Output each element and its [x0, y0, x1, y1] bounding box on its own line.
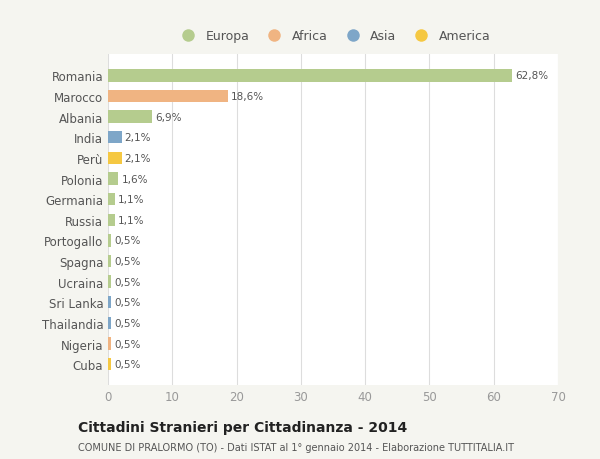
- Text: 0,5%: 0,5%: [115, 339, 141, 349]
- Text: 0,5%: 0,5%: [115, 359, 141, 369]
- Bar: [108, 132, 121, 144]
- Text: Cittadini Stranieri per Cittadinanza - 2014: Cittadini Stranieri per Cittadinanza - 2…: [78, 420, 407, 434]
- Legend: Europa, Africa, Asia, America: Europa, Africa, Asia, America: [170, 25, 496, 48]
- Bar: [108, 70, 512, 83]
- Bar: [108, 111, 152, 123]
- Text: 1,1%: 1,1%: [118, 215, 145, 225]
- Text: 18,6%: 18,6%: [231, 92, 264, 102]
- Bar: [108, 276, 111, 288]
- Text: 62,8%: 62,8%: [515, 71, 548, 81]
- Bar: [108, 235, 111, 247]
- Bar: [108, 317, 111, 330]
- Bar: [108, 297, 111, 309]
- Text: 1,6%: 1,6%: [121, 174, 148, 184]
- Text: 2,1%: 2,1%: [125, 154, 151, 163]
- Text: 0,5%: 0,5%: [115, 318, 141, 328]
- Text: COMUNE DI PRALORMO (TO) - Dati ISTAT al 1° gennaio 2014 - Elaborazione TUTTITALI: COMUNE DI PRALORMO (TO) - Dati ISTAT al …: [78, 442, 514, 452]
- Text: 0,5%: 0,5%: [115, 277, 141, 287]
- Text: 1,1%: 1,1%: [118, 195, 145, 205]
- Text: 0,5%: 0,5%: [115, 297, 141, 308]
- Bar: [108, 255, 111, 268]
- Bar: [108, 173, 118, 185]
- Text: 0,5%: 0,5%: [115, 236, 141, 246]
- Bar: [108, 152, 121, 165]
- Text: 0,5%: 0,5%: [115, 257, 141, 267]
- Bar: [108, 358, 111, 370]
- Bar: [108, 91, 227, 103]
- Bar: [108, 214, 115, 226]
- Text: 6,9%: 6,9%: [155, 112, 182, 123]
- Bar: [108, 338, 111, 350]
- Bar: [108, 194, 115, 206]
- Text: 2,1%: 2,1%: [125, 133, 151, 143]
